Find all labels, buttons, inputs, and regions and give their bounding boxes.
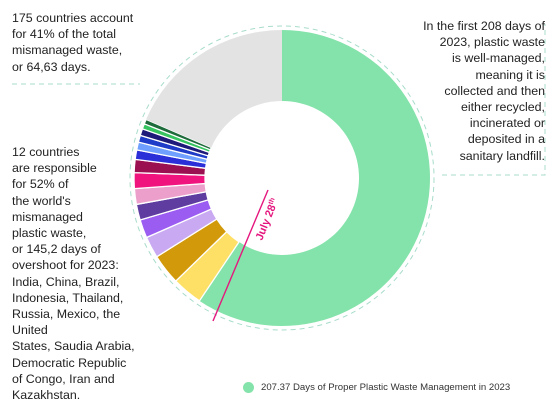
note-line: of Congo, Iran and: [12, 371, 115, 386]
marker-label-main: July 28: [254, 203, 279, 242]
july-28-marker-label: July 28th: [254, 197, 282, 242]
note-line: India, China, Brazil,: [12, 274, 120, 289]
july-28-marker-line: [212, 189, 269, 322]
outer-dashed-ring: [129, 25, 435, 331]
note-line: 175 countries account: [12, 11, 134, 25]
donut-slices: [133, 30, 430, 327]
note-line: 12 countries: [12, 145, 80, 159]
note-line: for 52% of: [12, 177, 69, 192]
note-line: collected and then: [444, 83, 545, 98]
note-line: for 41% of the total: [12, 27, 117, 42]
legend-swatch: [243, 382, 254, 393]
right-leader-line: [442, 24, 546, 176]
legend-label: 207.37 Days of Proper Plastic Waste Mana…: [261, 382, 511, 393]
note-line: either recycled,: [460, 100, 545, 115]
note-line: plastic waste,: [12, 226, 87, 241]
note-first-208-days: In the first 208 days of 2023, plastic w…: [396, 18, 545, 164]
donut-slice: [199, 30, 430, 327]
note-line: is well-managed,: [452, 51, 545, 66]
note-line: Democratic Republic: [12, 355, 127, 370]
note-line: In the first 208 days of: [423, 19, 545, 33]
note-line: Kazakhstan.: [12, 388, 81, 403]
note-line: or 145,2 days of: [12, 242, 101, 257]
note-line: mismanaged: [12, 209, 83, 224]
note-line: or 64,63 days.: [12, 59, 91, 74]
note-line: the world's: [12, 193, 71, 208]
note-line: sanitary landfill.: [459, 148, 545, 163]
marker-label-sup: th: [268, 197, 277, 206]
note-line: Russia, Mexico, the United: [12, 307, 121, 338]
note-line: Indonesia, Thailand,: [12, 290, 124, 305]
note-line: deposited in a: [467, 132, 545, 147]
note-line: 2023, plastic waste: [439, 35, 545, 50]
note-12-countries: 12 countries are responsible for 52% of …: [12, 144, 152, 403]
note-175-countries: 175 countries account for 41% of the tot…: [12, 10, 147, 75]
note-line: are responsible: [12, 161, 97, 176]
note-line: States, Saudia Arabia,: [12, 339, 135, 354]
note-line: meaning it is: [475, 67, 545, 82]
chart-legend: 207.37 Days of Proper Plastic Waste Mana…: [243, 382, 510, 393]
note-line: mismanaged waste,: [12, 43, 123, 58]
note-line: overshoot for 2023:: [12, 258, 119, 273]
donut-slice: [146, 30, 282, 148]
note-line: incinerated or: [469, 116, 545, 131]
